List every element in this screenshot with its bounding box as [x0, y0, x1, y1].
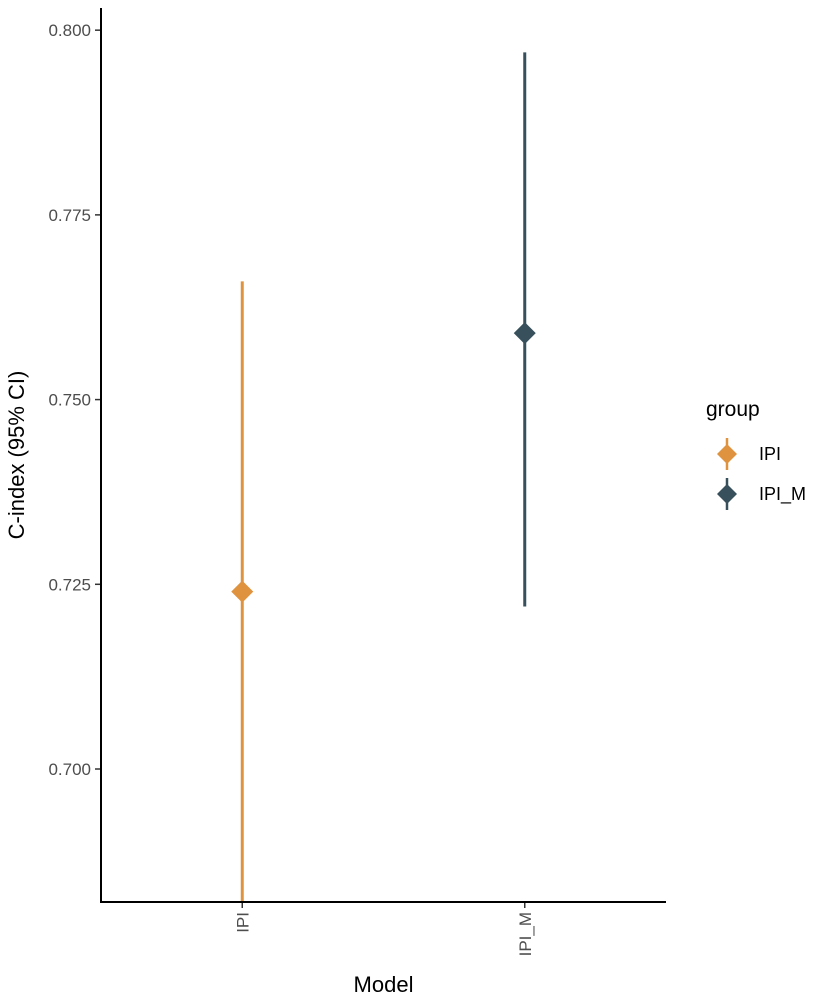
x-tick-label: IPI: [233, 912, 252, 933]
x-axis-ticks: IPI IPI_M: [233, 902, 535, 956]
legend-label: IPI_M: [759, 484, 806, 505]
x-axis-title: Model: [354, 972, 414, 997]
plot-marks: [231, 52, 536, 902]
point-estimate-marker: [513, 322, 536, 345]
y-tick-label: 0.800: [48, 21, 91, 40]
legend-key-marker: [717, 444, 737, 464]
legend: group IPI IPI_M: [706, 398, 806, 510]
y-tick-label: 0.750: [48, 391, 91, 410]
legend-label: IPI: [759, 444, 781, 464]
y-tick-label: 0.725: [48, 575, 91, 594]
legend-key-marker: [717, 484, 737, 504]
y-tick-label: 0.700: [48, 760, 91, 779]
x-tick-label: IPI_M: [516, 912, 535, 956]
y-tick-label: 0.775: [48, 206, 91, 225]
y-axis-ticks: 0.700 0.725 0.750 0.775 0.800: [48, 21, 101, 779]
y-axis-title: C-index (95% CI): [4, 371, 29, 540]
point-estimate-marker: [231, 580, 254, 603]
legend-title: group: [706, 398, 760, 421]
legend-items: IPI IPI_M: [717, 438, 806, 510]
